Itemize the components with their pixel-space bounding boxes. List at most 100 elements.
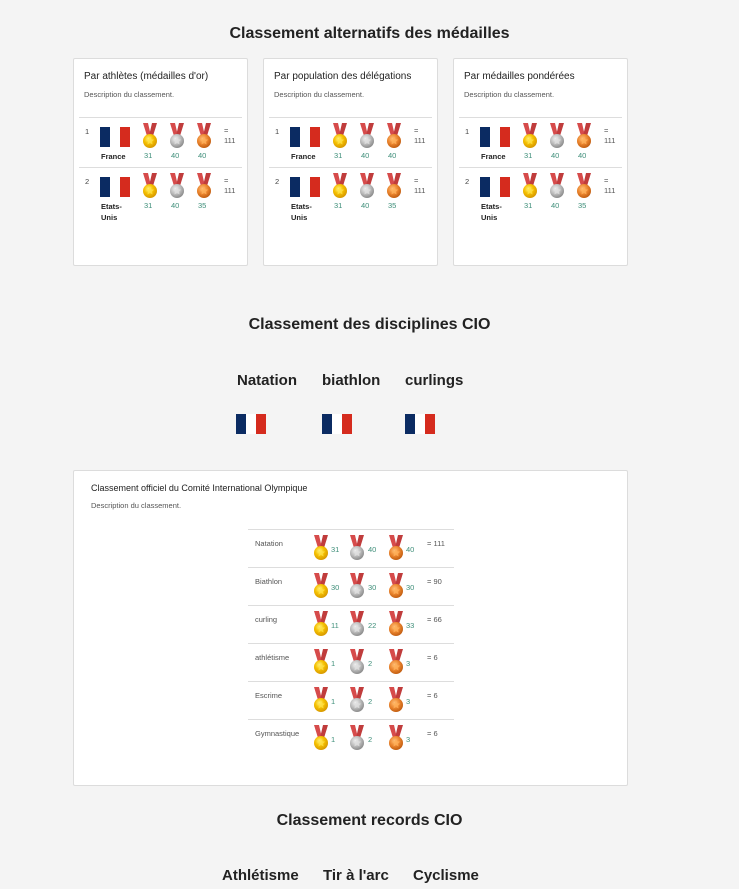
bronze-medal-icon xyxy=(576,173,592,199)
table-row[interactable]: Escrime 1 2 3 = 6 xyxy=(248,681,454,719)
table-row[interactable]: curling 11 22 33 = 66 xyxy=(248,605,454,643)
silver-count: 40 xyxy=(361,201,370,210)
gold-medal-icon xyxy=(313,611,329,637)
card-title: Classement officiel du Comité Internatio… xyxy=(91,483,308,493)
discipline-tabs: Natation biathlon curlings xyxy=(0,372,739,392)
section-title-cio-records: Classement records CIO xyxy=(276,812,463,829)
gold-count: 31 xyxy=(334,201,343,210)
gold-count: 31 xyxy=(144,201,153,210)
country-name: France xyxy=(481,152,506,161)
country-name: Etats-Unis xyxy=(481,202,502,222)
gold-count: 1 xyxy=(331,659,336,668)
ranking-row[interactable]: 1 France 31 40 40 = 111 xyxy=(269,117,432,167)
table-row[interactable]: Gymnastique 1 2 3 = 6 xyxy=(248,719,454,757)
silver-medal-icon xyxy=(349,725,365,751)
bronze-count: 35 xyxy=(578,201,587,210)
bronze-medal-icon xyxy=(196,173,212,199)
bronze-count: 40 xyxy=(198,151,207,160)
gold-medal-icon xyxy=(332,123,348,149)
bronze-medal-icon xyxy=(388,611,404,637)
table-row[interactable]: athlétisme 1 2 3 = 6 xyxy=(248,643,454,681)
tab-natation[interactable]: Natation xyxy=(237,372,297,389)
rank-number: 1 xyxy=(465,127,470,136)
gold-medal-icon xyxy=(142,173,158,199)
ranking-card-weighted: Par médailles pondérées Description du c… xyxy=(453,58,628,266)
silver-medal-icon xyxy=(349,649,365,675)
tab-curlings[interactable]: curlings xyxy=(405,372,464,389)
bronze-medal-icon xyxy=(576,123,592,149)
france-flag-icon xyxy=(100,177,130,197)
table-row[interactable]: Biathlon 30 30 30 = 90 xyxy=(248,567,454,605)
total-count: = 6 xyxy=(427,653,438,662)
card-title: Par médailles pondérées xyxy=(464,71,575,82)
ranking-row[interactable]: 1 France 31 40 40 = 111 xyxy=(459,117,622,167)
cio-discipline-table: Natation 31 40 40 = 111 Biathlon 30 30 3… xyxy=(248,529,454,757)
bronze-count: 3 xyxy=(406,697,411,706)
ranking-row[interactable]: 2 Etats-Unis 31 40 35 = 111 xyxy=(269,167,432,222)
bronze-medal-icon xyxy=(388,687,404,713)
france-flag-icon[interactable] xyxy=(236,414,266,434)
section-title-alt-rankings: Classement alternatifs des médailles xyxy=(229,25,510,42)
bronze-count: 35 xyxy=(388,201,397,210)
silver-medal-icon xyxy=(169,173,185,199)
gold-medal-icon xyxy=(313,725,329,751)
tab-athletisme[interactable]: Athlétisme xyxy=(222,867,299,884)
discipline-name: curling xyxy=(255,615,278,624)
bronze-medal-icon xyxy=(388,725,404,751)
ranking-row[interactable]: 1 France 31 40 40 = 111 xyxy=(79,117,242,167)
tab-tir-a-l-arc[interactable]: Tir à l'arc xyxy=(323,867,389,884)
total-count: = 111 xyxy=(224,126,236,145)
total-count: = 111 xyxy=(604,176,616,195)
france-flag-icon xyxy=(290,127,320,147)
gold-count: 31 xyxy=(331,545,340,554)
discipline-name: Gymnastique xyxy=(255,729,300,738)
discipline-name: Escrime xyxy=(255,691,283,700)
card-description: Description du classement. xyxy=(84,90,175,99)
silver-count: 30 xyxy=(368,583,377,592)
ranking-row[interactable]: 2 Etats-Unis 31 40 35 = 111 xyxy=(459,167,622,222)
rank-number: 1 xyxy=(275,127,280,136)
total-count: = 111 xyxy=(414,126,426,145)
silver-medal-icon xyxy=(359,173,375,199)
table-row[interactable]: Natation 31 40 40 = 111 xyxy=(248,529,454,567)
france-flag-icon[interactable] xyxy=(405,414,435,434)
total-count: = 111 xyxy=(427,539,445,548)
card-description: Description du classement. xyxy=(464,90,555,99)
france-flag-icon[interactable] xyxy=(322,414,352,434)
silver-count: 40 xyxy=(551,201,560,210)
silver-medal-icon xyxy=(359,123,375,149)
gold-medal-icon xyxy=(332,173,348,199)
bronze-count: 40 xyxy=(388,151,397,160)
silver-medal-icon xyxy=(349,535,365,561)
silver-count: 40 xyxy=(171,201,180,210)
bronze-count: 30 xyxy=(406,583,415,592)
silver-medal-icon xyxy=(549,173,565,199)
gold-medal-icon xyxy=(522,173,538,199)
bronze-count: 33 xyxy=(406,621,415,630)
gold-medal-icon xyxy=(313,649,329,675)
france-flag-icon xyxy=(290,177,320,197)
tab-cyclisme[interactable]: Cyclisme xyxy=(413,867,479,884)
gold-medal-icon xyxy=(522,123,538,149)
bronze-count: 3 xyxy=(406,735,411,744)
cio-official-ranking-card: Classement officiel du Comité Internatio… xyxy=(73,470,628,786)
gold-count: 1 xyxy=(331,697,336,706)
bronze-count: 3 xyxy=(406,659,411,668)
card-title: Par population des délégations xyxy=(274,71,412,82)
rank-number: 1 xyxy=(85,127,90,136)
discipline-name: Biathlon xyxy=(255,577,283,586)
gold-count: 11 xyxy=(331,621,339,630)
total-count: = 6 xyxy=(427,729,438,738)
total-count: = 111 xyxy=(414,176,426,195)
country-name: Etats-Unis xyxy=(291,202,312,222)
ranking-card-population: Par population des délégations Descripti… xyxy=(263,58,438,266)
gold-count: 31 xyxy=(524,201,533,210)
tab-biathlon[interactable]: biathlon xyxy=(322,372,381,389)
silver-count: 40 xyxy=(551,151,560,160)
bronze-medal-icon xyxy=(388,649,404,675)
gold-medal-icon xyxy=(313,535,329,561)
gold-count: 31 xyxy=(334,151,343,160)
country-name: France xyxy=(101,152,126,161)
total-count: = 66 xyxy=(427,615,442,624)
ranking-row[interactable]: 2 Etats-Unis 31 40 35 = 111 xyxy=(79,167,242,222)
